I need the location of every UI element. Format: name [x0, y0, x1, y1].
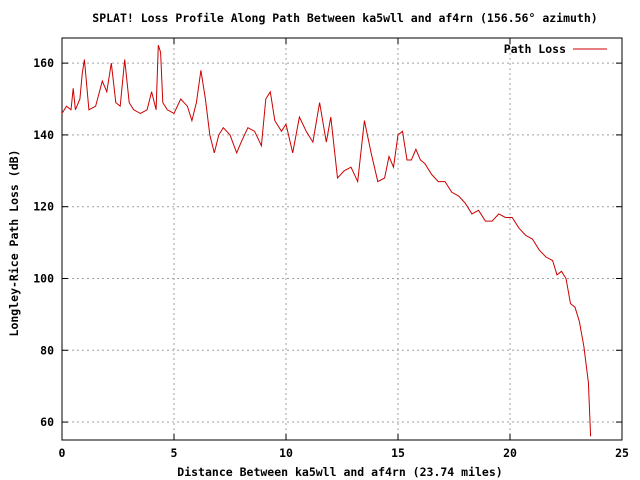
chart-title: SPLAT! Loss Profile Along Path Between k… [92, 11, 597, 25]
y-tick-label: 60 [40, 415, 54, 429]
y-tick-label: 160 [33, 56, 54, 70]
x-tick-label: 5 [171, 446, 178, 460]
series-line-path-loss [61, 45, 592, 437]
x-tick-label: 10 [279, 446, 293, 460]
y-tick-label: 140 [33, 128, 54, 142]
x-axis-label: Distance Between ka5wll and af4rn (23.74… [177, 465, 502, 479]
y-tick-label: 100 [33, 271, 54, 285]
series-layer [61, 45, 592, 437]
y-axis-label: Longley-Rice Path Loss (dB) [7, 150, 21, 337]
grid-layer [62, 38, 622, 440]
legend-label-path-loss: Path Loss [504, 42, 566, 56]
x-tick-label: 15 [391, 446, 405, 460]
x-tick-label: 0 [59, 446, 66, 460]
legend: Path Loss [504, 42, 607, 56]
x-tick-label: 25 [615, 446, 629, 460]
tick-layer: 0 5 10 15 20 25 60 80 100 120 140 160 [33, 38, 629, 460]
x-tick-label: 20 [503, 446, 517, 460]
y-tick-label: 80 [40, 343, 54, 357]
plot-frame [61, 37, 623, 441]
y-tick-label: 120 [33, 200, 54, 214]
